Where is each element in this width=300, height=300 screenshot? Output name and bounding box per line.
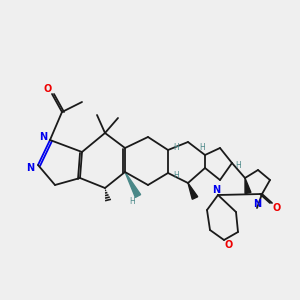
Text: O: O — [44, 84, 52, 94]
Text: H: H — [235, 160, 241, 169]
Polygon shape — [125, 172, 141, 197]
Text: N: N — [39, 132, 47, 142]
Text: H: H — [173, 170, 179, 179]
Text: N: N — [26, 163, 34, 173]
Polygon shape — [188, 183, 198, 199]
Text: H: H — [173, 142, 179, 152]
Text: H: H — [199, 142, 205, 152]
Text: O: O — [225, 240, 233, 250]
Text: H: H — [129, 196, 135, 206]
Text: N: N — [212, 185, 220, 195]
Text: N: N — [253, 199, 261, 209]
Text: O: O — [273, 203, 281, 213]
Polygon shape — [245, 178, 251, 194]
